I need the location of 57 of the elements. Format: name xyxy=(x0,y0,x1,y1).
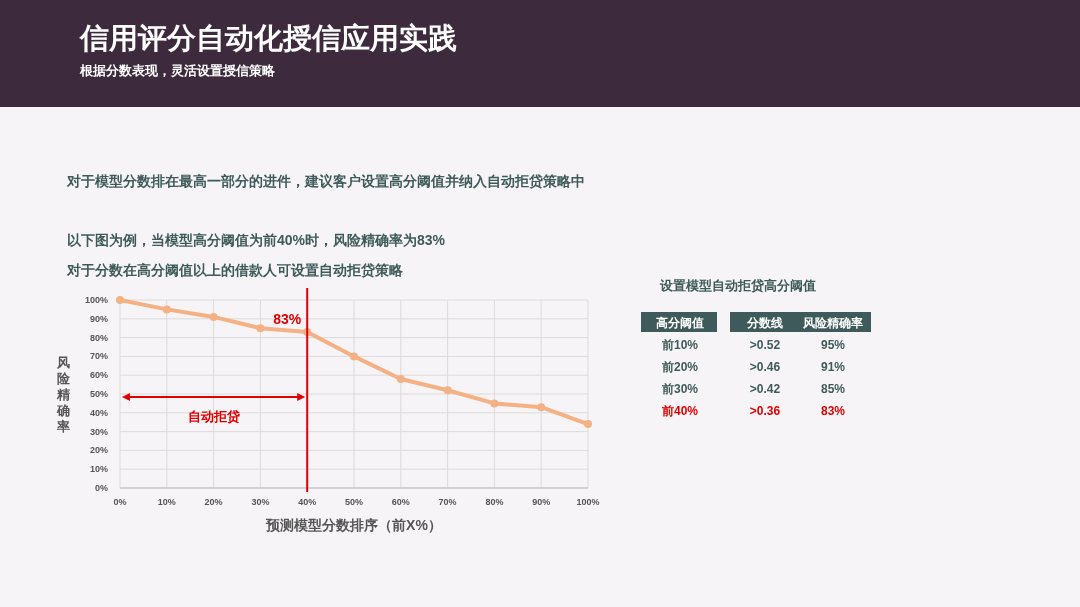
point xyxy=(256,324,265,333)
text: 83% xyxy=(820,404,846,418)
text: >0.46 xyxy=(749,360,781,374)
text: 对于分数在高分阈值以上的借款人可设置自动拒贷策略 xyxy=(66,262,404,278)
x-tick-label: 80% xyxy=(485,497,504,507)
x-tick-label: 0% xyxy=(113,497,127,507)
text: 设置模型自动拒贷高分阈值 xyxy=(659,278,816,293)
text: >0.42 xyxy=(749,382,781,396)
x-tick-label: 100% xyxy=(576,497,600,507)
y-tick-label: 20% xyxy=(89,445,108,456)
y-tick-label: 10% xyxy=(89,464,108,475)
text: 前20% xyxy=(660,360,699,374)
text: 以下图为例，当模型高分阈值为前40%时，风险精确率为83% xyxy=(67,232,446,248)
text: 分数线 xyxy=(746,316,783,330)
point xyxy=(162,305,171,314)
text: 前10% xyxy=(660,338,699,352)
point xyxy=(116,296,124,304)
point xyxy=(490,399,499,408)
text: 85% xyxy=(820,382,846,396)
x-tick-label: 90% xyxy=(532,497,551,507)
text: 91% xyxy=(820,360,846,374)
text: >0.52 xyxy=(749,338,781,352)
text: 95% xyxy=(820,338,846,352)
y-tick-label: 90% xyxy=(89,313,108,324)
x-axis-title: 预测模型分数排序（前X%） xyxy=(265,517,442,533)
text: 对于模型分数排在最高一部分的进件，建议客户设置高分阈值并纳入自动拒贷策略中 xyxy=(66,173,585,189)
point xyxy=(350,352,358,361)
text: 风险精确率 xyxy=(802,316,863,330)
text: 前40% xyxy=(660,404,699,418)
y-tick-label: 70% xyxy=(89,351,108,362)
point xyxy=(537,403,546,412)
y-tick-label: 30% xyxy=(89,426,108,437)
chart-subtitle: 根据分数表现，灵活设置授信策略 xyxy=(79,63,276,78)
text: >0.36 xyxy=(749,404,781,418)
x-tick-label: 30% xyxy=(251,497,270,507)
y-tick-label: 100% xyxy=(84,295,108,305)
point xyxy=(209,312,218,321)
y-tick-label: 80% xyxy=(89,332,108,343)
annotation: 自动拒贷 xyxy=(187,409,240,424)
text: 高分阈值 xyxy=(656,316,704,330)
point xyxy=(396,374,405,383)
y-tick-label: 40% xyxy=(89,407,108,418)
x-tick-label: 70% xyxy=(438,497,457,507)
x-tick-label: 40% xyxy=(298,497,317,507)
chart-title: 信用评分自动化授信应用实践 xyxy=(79,22,457,54)
y-tick-label: 0% xyxy=(94,483,108,493)
y-tick-label: 60% xyxy=(89,370,108,381)
y-tick-label: 50% xyxy=(89,389,108,399)
text: 前30% xyxy=(660,382,699,396)
x-tick-label: 50% xyxy=(344,497,364,507)
point xyxy=(584,420,592,429)
y-axis-title: 风险精确率 xyxy=(55,355,71,434)
x-tick-label: 60% xyxy=(391,497,410,507)
point xyxy=(443,386,452,395)
annotation: 83% xyxy=(273,310,302,327)
x-tick-label: 10% xyxy=(157,497,176,507)
x-tick-label: 20% xyxy=(204,497,223,507)
